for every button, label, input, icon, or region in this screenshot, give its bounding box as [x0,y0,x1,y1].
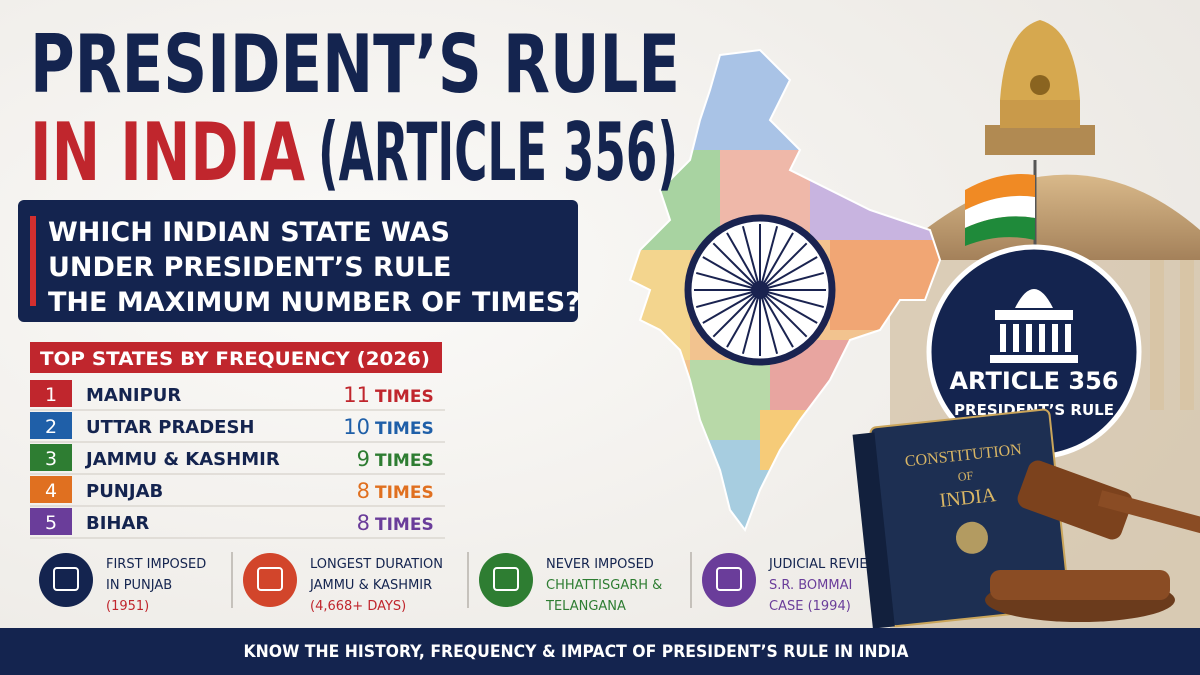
fact-line: JUDICIAL REVIEW [768,557,881,572]
fact-icon-glyph [493,567,519,591]
state-name: UTTAR PRADESH [86,417,255,438]
state-name: BIHAR [86,513,149,534]
table-heading: TOP STATES BY FREQUENCY (2026) [40,348,430,370]
fact-line: NEVER IMPOSED [546,557,654,572]
rank: 2 [45,416,57,438]
fact-icon [702,553,756,607]
rank-box [30,412,72,439]
chakra-spoke [695,289,761,309]
rank: 5 [45,512,57,534]
footer-bar [0,628,1200,675]
chakra-spoke [759,289,794,348]
rank-box [30,380,72,407]
count: 10 [343,415,370,439]
chakra-spoke [759,232,794,291]
fact-line: LONGEST DURATION [310,557,443,572]
chakra-spoke [726,232,761,291]
fact-icon [479,553,533,607]
chakra-spoke [702,256,761,291]
title-line2-navy: (ARTICLE 356) [318,106,678,199]
chakra-spoke [741,225,761,291]
chakra-spoke [759,289,779,355]
chakra-spoke [759,289,825,309]
table-heading-bg [30,342,442,373]
chakra-spoke [702,289,761,324]
rank: 1 [45,384,57,406]
footer-text: KNOW THE HISTORY, FREQUENCY & IMPACT OF … [244,642,910,662]
question-accent [30,216,36,306]
count: 11 [343,383,370,407]
question-line: UNDER PRESIDENT’S RULE [48,252,451,283]
chakra-spoke [759,225,779,291]
count: 9 [357,447,370,471]
chakra-spoke [695,271,761,291]
chakra-spoke [759,289,808,338]
fact-line: FIRST IMPOSED [106,557,206,572]
count: 8 [357,511,370,535]
question-line: THE MAXIMUM NUMBER OF TIMES? [48,287,581,318]
fact-icon [243,553,297,607]
chakra-spoke [726,289,761,348]
fact-line: CHHATTISGARH & [546,578,662,593]
rank: 3 [45,448,57,470]
count-unit: TIMES [375,451,434,471]
fact-icon-glyph [716,567,742,591]
state-name: PUNJAB [86,481,163,502]
gavel [985,460,1200,622]
fact-icon [39,553,93,607]
chakra-spoke [741,289,761,355]
book-line: OF [957,468,974,484]
chakra-spoke [712,289,761,338]
fact-line: S.R. BOMMAI [769,578,852,593]
state-name: MANIPUR [86,385,181,406]
state-name: JAMMU & KASHMIR [84,449,280,470]
rank-box [30,508,72,535]
count-unit: TIMES [375,483,434,503]
title-line2-red: IN INDIA [30,106,305,199]
fact-icon-glyph [257,567,283,591]
chakra-spoke [712,242,761,291]
chakra-spoke [759,256,818,291]
rank: 4 [45,480,57,502]
rank-box [30,444,72,471]
chakra-spoke [759,242,808,291]
chakra-spoke [759,271,825,291]
count-unit: TIMES [375,419,434,439]
count: 8 [357,479,370,503]
rank-box [30,476,72,503]
fact-line: (4,668+ DAYS) [310,599,406,614]
question-box [18,200,578,322]
badge-title: ARTICLE 356 [949,367,1118,395]
count-unit: TIMES [375,515,434,535]
chakra-spoke [759,289,818,324]
fact-icon-glyph [53,567,79,591]
question-line: WHICH INDIAN STATE WAS [48,217,450,248]
ashoka-chakra [684,214,836,366]
title-line1: PRESIDENT’S RULE [30,18,680,111]
count-unit: TIMES [375,387,434,407]
fact-line: JAMMU & KASHMIR [309,578,432,593]
fact-line: (1951) [106,599,149,614]
fact-line: IN PUNJAB [106,578,172,593]
fact-line: CASE (1994) [769,599,851,614]
fact-line: TELANGANA [545,599,626,614]
